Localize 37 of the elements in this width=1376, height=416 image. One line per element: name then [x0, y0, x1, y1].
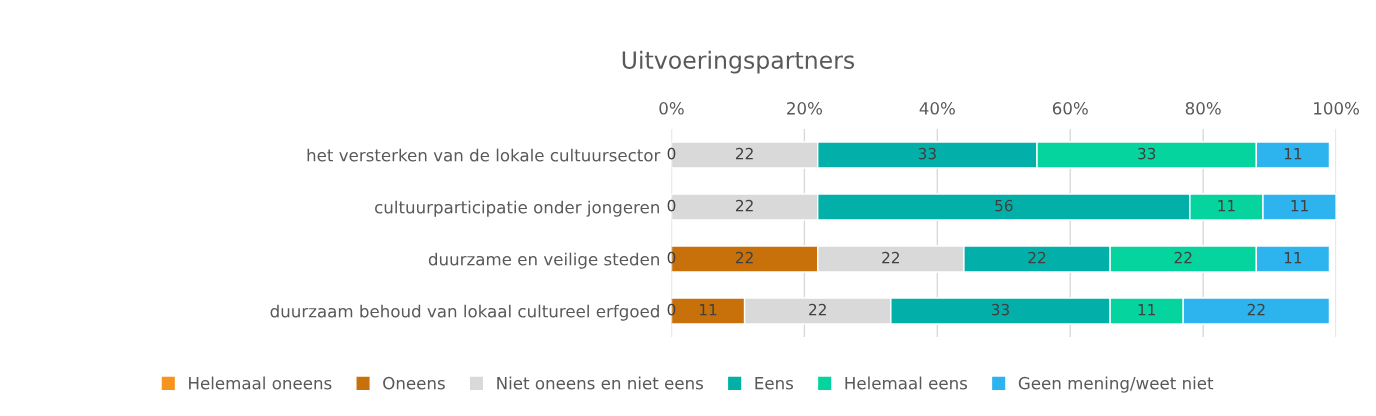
y-tick-label: cultuurparticipatie onder jongeren — [375, 200, 659, 217]
x-tick-label: 60% — [1052, 102, 1088, 115]
legend-label: Helemaal eens — [845, 376, 968, 390]
data-label: 11 — [1284, 148, 1302, 160]
data-label: 11 — [1284, 252, 1302, 264]
data-label: 0 — [667, 147, 676, 160]
x-tick-label: 100% — [1314, 102, 1359, 115]
data-label: 22 — [1174, 251, 1192, 264]
data-label: 22 — [735, 251, 753, 264]
y-tick-label: duurzame en veilige steden — [428, 252, 659, 269]
y-tick-label: het versterken van de lokale cultuursector — [307, 148, 661, 162]
x-tick-label: 0% — [659, 102, 684, 115]
data-label: 11 — [1218, 200, 1235, 212]
data-label: 0 — [667, 199, 676, 212]
data-label: 33 — [1138, 147, 1156, 160]
data-label: 22 — [735, 199, 753, 212]
data-label: 56 — [995, 199, 1013, 212]
legend-label: Helemaal oneens — [189, 376, 332, 390]
data-label: 11 — [700, 304, 717, 316]
data-label: 33 — [918, 147, 936, 160]
y-tick-label: duurzaam behoud van lokaal cultureel erfgoed — [270, 304, 659, 321]
data-label: 11 — [1291, 200, 1308, 212]
data-label: 11 — [1138, 304, 1155, 316]
data-label: 33 — [991, 303, 1009, 316]
legend-label: Niet oneens en niet eens — [497, 376, 703, 390]
x-tick-label: 80% — [1185, 102, 1221, 115]
data-label: 22 — [1247, 303, 1265, 316]
chart-title: Uitvoeringspartners — [622, 50, 855, 74]
data-label: 22 — [882, 251, 899, 264]
x-tick-label: 20% — [787, 102, 823, 115]
data-label: 22 — [809, 303, 826, 316]
x-tick-label: 40% — [919, 102, 955, 115]
data-label: 22 — [1028, 251, 1046, 264]
legend-label: Oneens — [383, 376, 445, 390]
data-label: 22 — [735, 147, 753, 160]
legend-label: Geen mening/weet niet — [1018, 376, 1214, 393]
legend-label: Eens — [755, 377, 794, 390]
